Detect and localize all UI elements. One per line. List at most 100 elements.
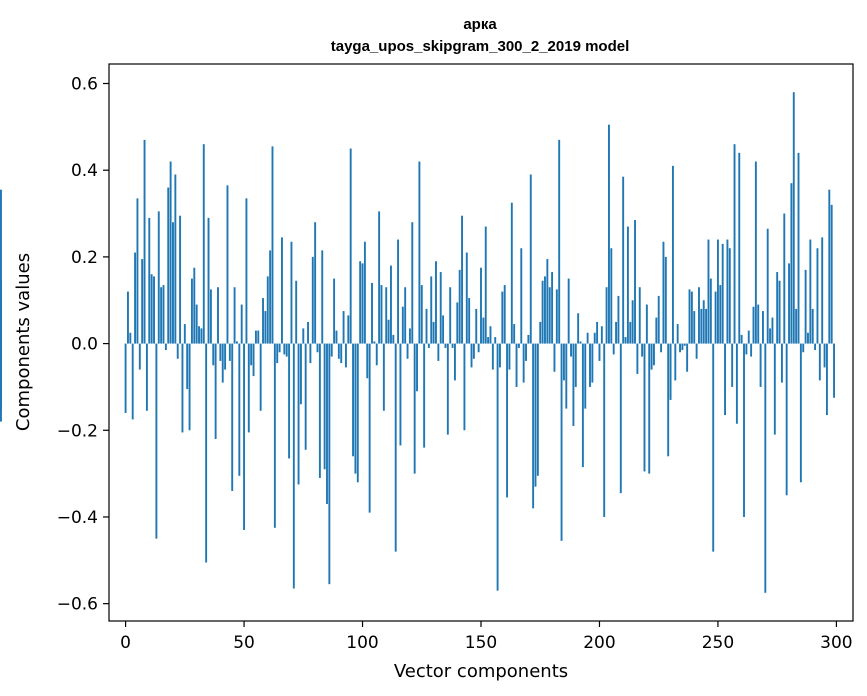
bar (797, 152, 800, 344)
bar (745, 343, 748, 355)
bar (681, 343, 684, 351)
bar (465, 252, 468, 344)
bar (600, 326, 603, 344)
bar (202, 144, 205, 344)
bar (311, 256, 314, 344)
bar (617, 295, 620, 344)
bar (160, 287, 163, 344)
bar (169, 161, 172, 344)
bar (541, 280, 544, 344)
bar (292, 343, 295, 589)
bar (814, 343, 817, 351)
bar (0, 343, 2, 422)
bar (285, 343, 288, 357)
bar (423, 343, 426, 448)
bar (584, 343, 587, 409)
bar (546, 259, 549, 344)
bar (174, 174, 177, 344)
bar (484, 226, 487, 344)
bar (401, 306, 404, 344)
bar (709, 278, 712, 344)
bar (693, 311, 696, 344)
bar (354, 343, 357, 474)
bar (664, 256, 667, 344)
bar (655, 317, 658, 344)
bar (477, 343, 480, 353)
bar (510, 202, 513, 344)
bar (714, 291, 717, 344)
bar (496, 343, 499, 591)
bar (138, 343, 141, 370)
bar (686, 343, 689, 372)
bar (269, 250, 272, 344)
bar (520, 248, 523, 344)
bar (657, 295, 660, 344)
bar (480, 267, 482, 344)
bar (413, 343, 416, 474)
bar (660, 343, 663, 353)
bar (240, 304, 243, 344)
bar (411, 222, 414, 344)
bar (359, 261, 362, 344)
bar (250, 343, 253, 366)
bar (259, 343, 262, 411)
bar (337, 343, 340, 359)
bar (390, 265, 392, 344)
bar (335, 330, 338, 344)
bar (318, 343, 321, 478)
bar (579, 341, 582, 344)
bar (254, 330, 257, 344)
bar (233, 287, 236, 344)
bar (446, 343, 449, 435)
bar (776, 272, 779, 344)
bar (181, 343, 184, 433)
bar (420, 285, 423, 344)
bar (807, 332, 809, 344)
y-tick-label: −0.4 (57, 508, 98, 528)
bar (392, 334, 395, 344)
bar (143, 139, 146, 344)
bar (453, 343, 456, 381)
bar (444, 343, 447, 348)
bar-series (0, 92, 835, 593)
bar (553, 343, 556, 372)
bar (624, 337, 627, 344)
bar (567, 278, 570, 344)
bar (631, 300, 634, 344)
bar (297, 343, 300, 485)
bar (731, 343, 734, 387)
bar (394, 343, 397, 552)
bar (266, 276, 269, 344)
bar (721, 243, 724, 344)
bar (622, 176, 625, 344)
bar (271, 146, 274, 344)
bar (508, 343, 511, 370)
bar (619, 343, 622, 494)
bar (648, 343, 651, 474)
bar (205, 343, 208, 563)
bar (157, 211, 160, 344)
bar (811, 308, 814, 344)
bar (695, 343, 698, 359)
bar (458, 269, 461, 344)
bar (333, 278, 336, 344)
bar (416, 343, 418, 392)
bar (605, 287, 608, 344)
bar (307, 321, 309, 344)
bar (302, 328, 305, 344)
bar (683, 343, 686, 346)
bar (162, 285, 165, 344)
bar (610, 248, 613, 344)
x-axis-label: Vector components (394, 661, 568, 682)
bar (733, 144, 736, 344)
bar (778, 280, 781, 344)
bar (323, 343, 326, 470)
bar (207, 217, 210, 344)
bar (245, 198, 248, 344)
bar (596, 321, 599, 344)
bar (804, 269, 807, 344)
bar (773, 343, 776, 435)
bar (418, 161, 421, 344)
bar (153, 276, 155, 344)
bar (529, 174, 532, 344)
